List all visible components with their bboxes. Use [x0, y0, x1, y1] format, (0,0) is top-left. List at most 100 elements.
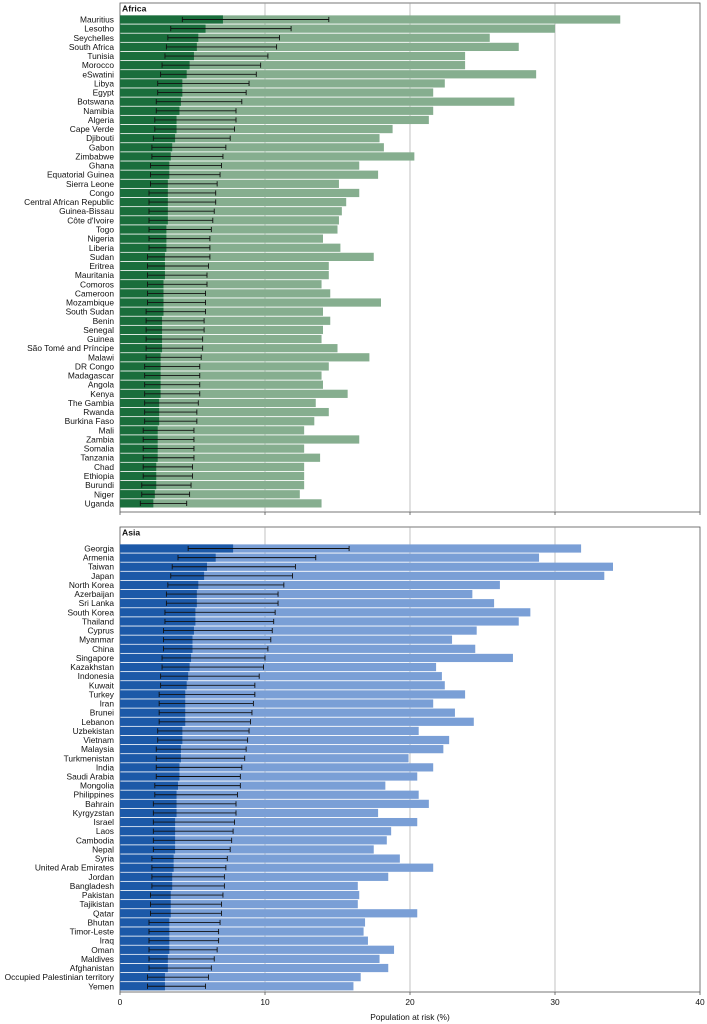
bar-estimate-algeria [120, 115, 177, 125]
category-label-libya: Libya [94, 78, 114, 88]
error-bar-sri-lanka [165, 600, 279, 606]
bar-estimate-afghanistan [120, 963, 168, 973]
error-bar-zambia [142, 436, 195, 443]
bar-total-sudan [120, 252, 374, 261]
category-label-s-o-tom-and-pr-ncipe: São Tomé and Príncipe [27, 343, 114, 353]
category-label-vietnam: Vietnam [83, 735, 114, 745]
category-label-azerbaijan: Azerbaijan [74, 589, 114, 599]
error-bar-vietnam [157, 737, 249, 743]
category-label-guinea: Guinea [87, 334, 114, 344]
bar-estimate-ghana [120, 161, 170, 170]
bar-total-turkmenistan [120, 754, 409, 763]
bar-total-afghanistan [120, 963, 389, 973]
bar-estimate-libya [120, 79, 183, 88]
bar-estimate-cape-verde [120, 124, 177, 134]
error-bar-united-arab-emirates [151, 865, 227, 871]
category-label-malaysia: Malaysia [81, 744, 114, 754]
category-label-dr-congo: DR Congo [75, 361, 114, 371]
bar-total-nepal [120, 845, 374, 854]
category-label-yemen: Yemen [88, 981, 114, 991]
bar-total-s-o-tom-and-pr-ncipe [120, 344, 338, 353]
category-label-iraq: Iraq [100, 936, 115, 946]
error-bar-south-africa [165, 44, 278, 50]
x-axis-label: Population at risk (%) [370, 1012, 450, 1022]
bar-total-guinea [120, 334, 322, 344]
category-label-sri-lanka: Sri Lanka [79, 598, 115, 608]
category-label-liberia: Liberia [89, 243, 114, 253]
bar-estimate-tanzania [120, 453, 158, 462]
bar-estimate-iran [120, 699, 186, 708]
bar-estimate-madagascar [120, 371, 161, 380]
bar-total-bahrain [120, 799, 429, 808]
category-label-saudi-arabia: Saudi Arabia [67, 772, 115, 782]
category-label-mauritania: Mauritania [75, 270, 114, 280]
category-label-gabon: Gabon [89, 142, 114, 152]
bar-estimate-comoros [120, 280, 164, 289]
error-bar-laos [152, 828, 234, 834]
error-bar-comoros [147, 281, 208, 287]
error-bar-sudan [147, 254, 211, 260]
error-bar-cambodia [152, 837, 233, 843]
bar-estimate-cameroon [120, 289, 164, 298]
bar-estimate-central-african-republic [120, 197, 168, 207]
category-label-laos: Laos [96, 826, 114, 836]
error-bar-uzbekistan [157, 728, 250, 734]
bar-estimate-uzbekistan [120, 726, 183, 736]
bar-estimate-indonesia [120, 672, 189, 681]
bar-estimate-mozambique [120, 298, 164, 307]
category-label-north-korea: North Korea [69, 580, 114, 590]
error-bar-syria [151, 855, 228, 862]
category-label-bahrain: Bahrain [85, 799, 114, 809]
category-label-comoros: Comoros [80, 279, 114, 289]
bar-total-japan [120, 571, 605, 580]
bar-total-uganda [120, 499, 322, 508]
bar-estimate-lesotho [120, 24, 206, 33]
bar-estimate-bhutan [120, 918, 170, 927]
bar-total-senegal [120, 325, 323, 335]
category-label-india: India [96, 762, 115, 772]
bar-estimate-cambodia [120, 836, 176, 845]
error-bar-thailand [164, 618, 275, 625]
category-label-congo: Congo [89, 188, 114, 198]
bar-total-kazakhstan [120, 662, 437, 672]
bar-total-liberia [120, 243, 341, 252]
bar-estimate-vietnam [120, 735, 183, 745]
bar-total-algeria [120, 115, 429, 125]
bar-total-jordan [120, 872, 389, 881]
x-tick-label: 0 [118, 997, 123, 1007]
category-label-morocco: Morocco [82, 60, 114, 70]
bar-estimate-singapore [120, 653, 192, 663]
bar-estimate-sudan [120, 252, 165, 261]
error-bar-chad [142, 464, 193, 470]
asia-panel-title: Asia [122, 528, 140, 538]
category-label-mali: Mali [99, 425, 114, 435]
category-label-zimbabwe: Zimbabwe [75, 151, 114, 161]
bar-total-thailand [120, 617, 519, 626]
bar-total-mauritius [120, 15, 621, 24]
category-label-egypt: Egypt [93, 88, 115, 98]
bar-estimate-senegal [120, 325, 163, 335]
category-label-lebanon: Lebanon [81, 717, 114, 727]
bar-estimate-togo [120, 225, 167, 234]
category-label-qatar: Qatar [93, 908, 114, 918]
bar-total-chad [120, 462, 305, 471]
bar-estimate-kuwait [120, 681, 187, 690]
bar-estimate-morocco [120, 61, 190, 70]
bar-estimate-tunisia [120, 51, 194, 61]
category-label-sierra-leone: Sierra Leone [66, 179, 114, 189]
bar-estimate-myanmar [120, 635, 193, 644]
bar-estimate-ethiopia [120, 471, 157, 481]
bar-estimate-south-africa [120, 42, 197, 52]
error-bar-morocco [161, 62, 262, 68]
error-bar-algeria [154, 117, 237, 123]
bar-total-rwanda [120, 407, 329, 417]
bar-total-gabon [120, 143, 384, 152]
bar-total-brunei [120, 708, 455, 717]
bar-estimate-zambia [120, 435, 158, 444]
category-label-china: China [92, 644, 114, 654]
category-label-myanmar: Myanmar [79, 635, 114, 645]
category-label-central-african-republic: Central African Republic [24, 197, 114, 207]
category-label-timor-leste: Timor-Leste [70, 927, 115, 937]
